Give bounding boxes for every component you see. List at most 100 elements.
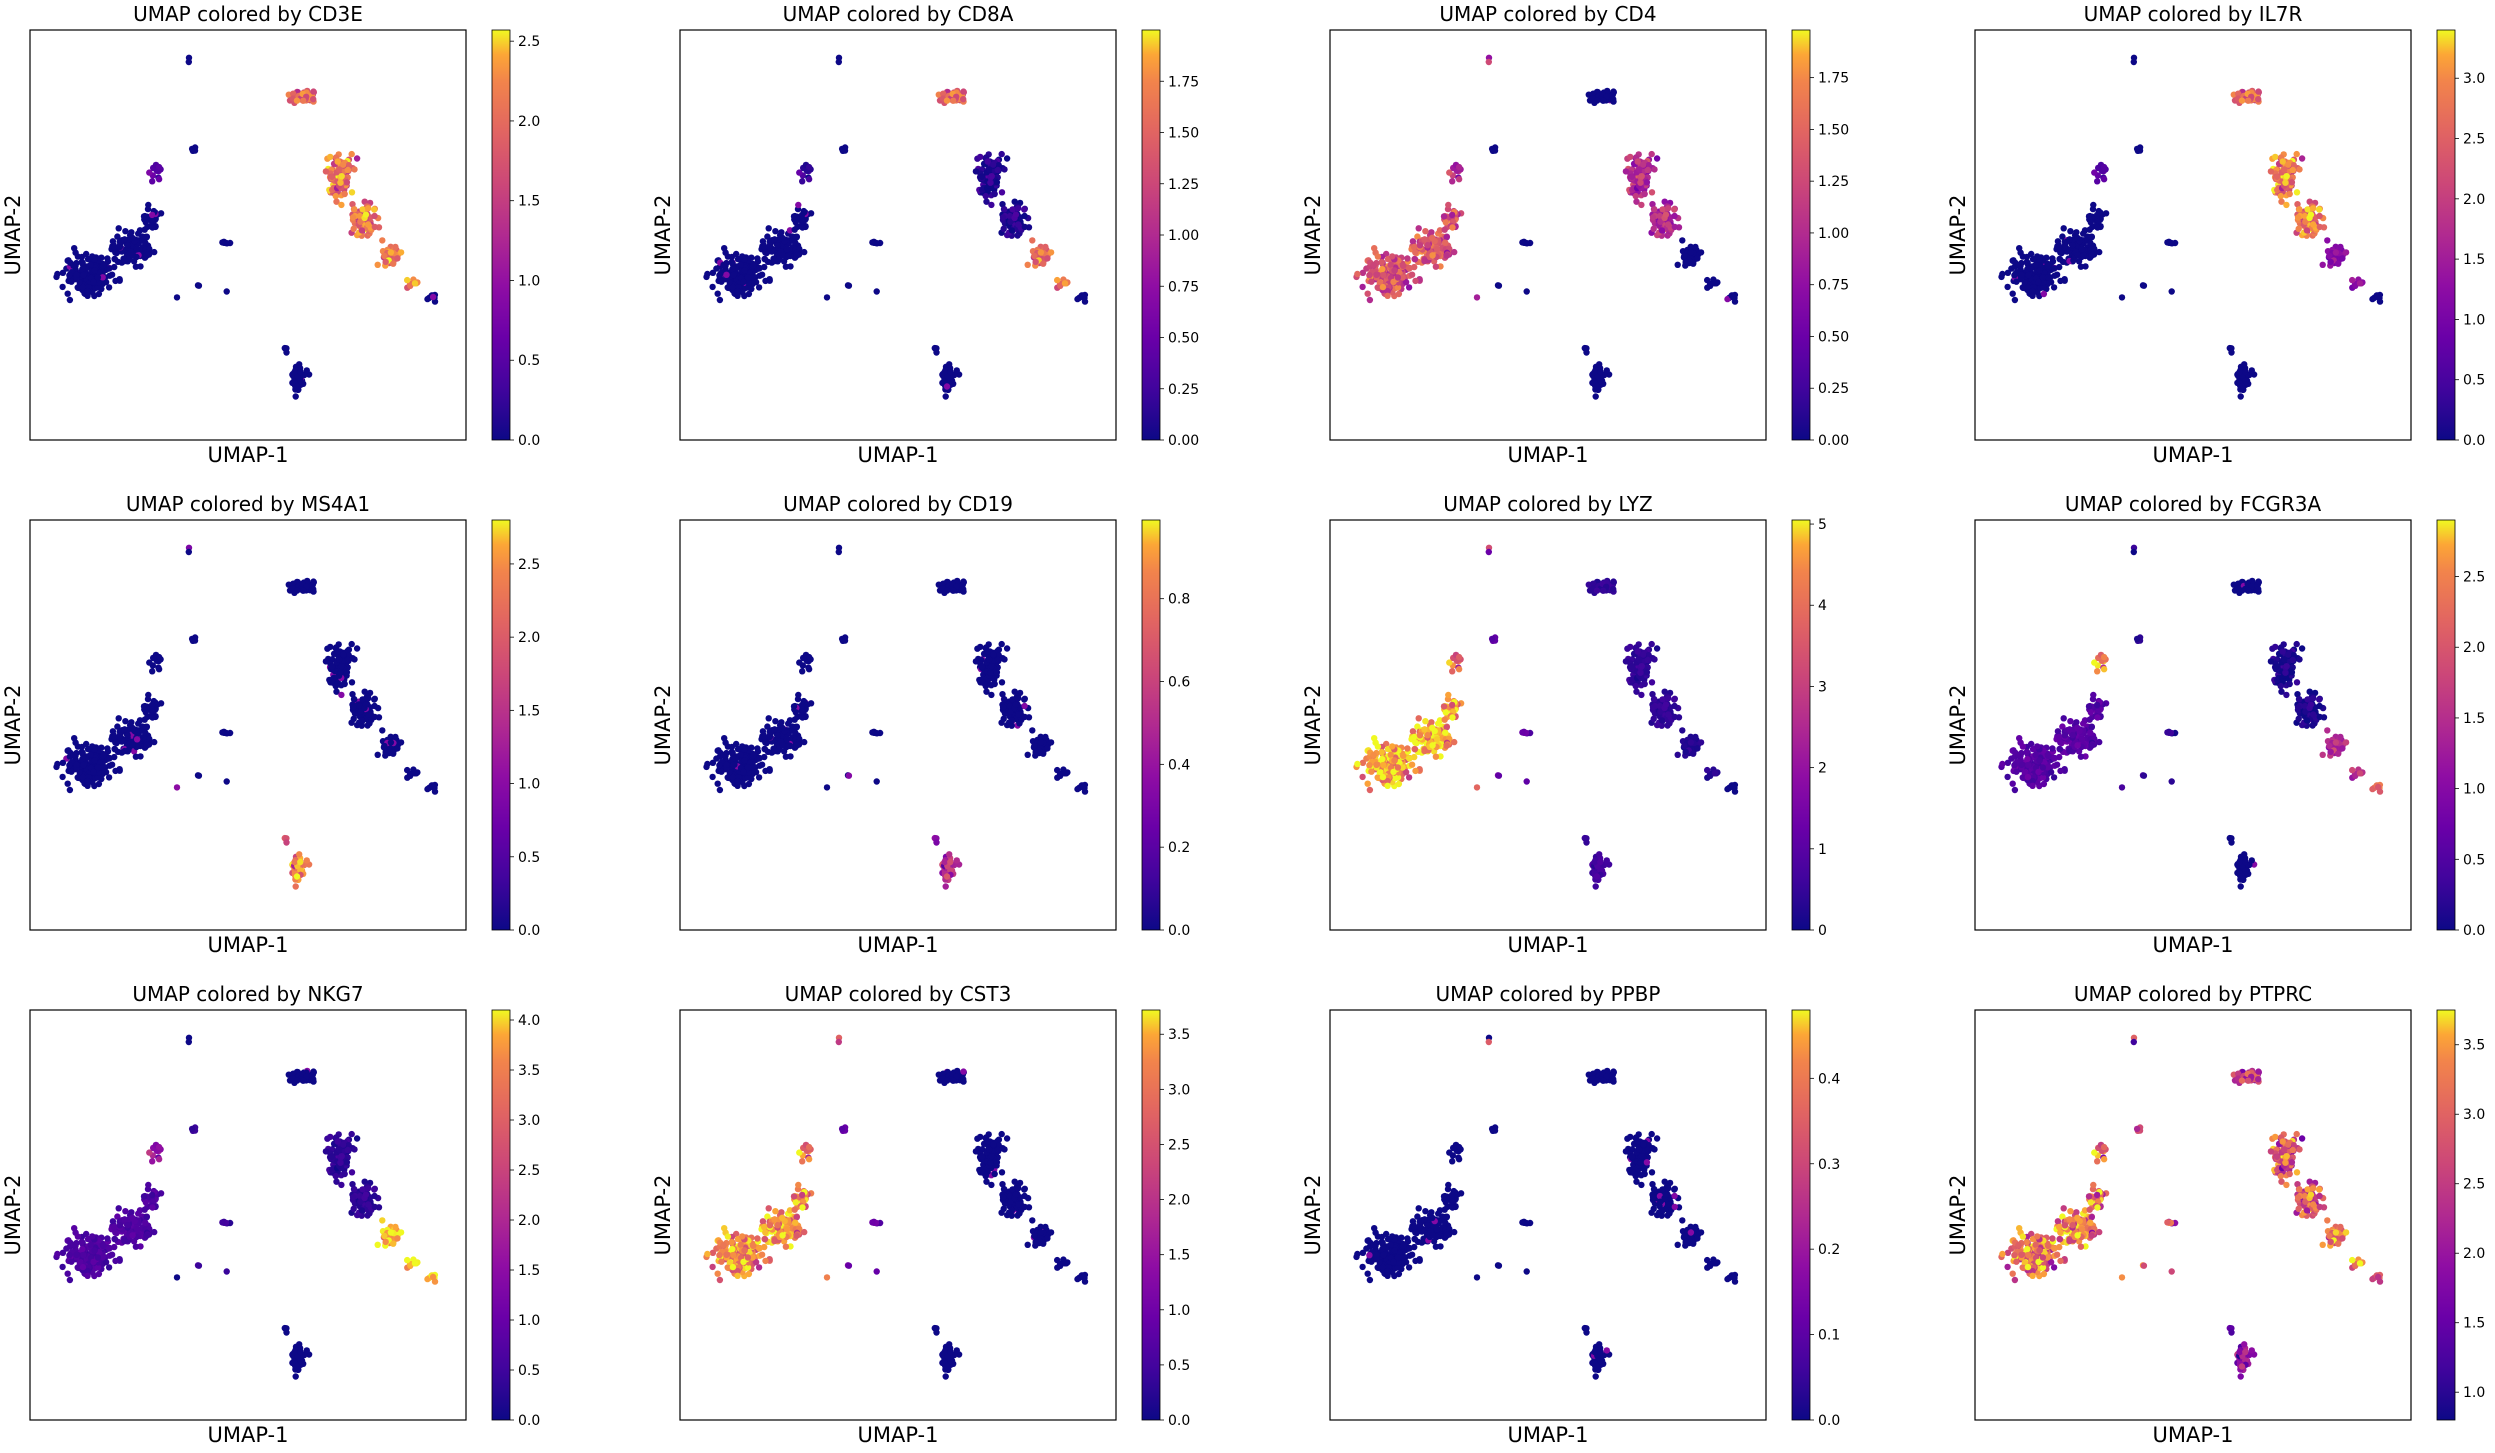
scatter-point [805,666,813,673]
scatter-point [1442,709,1450,716]
scatter-point [993,669,1001,676]
scatter-point [720,261,727,269]
scatter-point [143,724,150,731]
scatter-point [185,548,192,556]
scatter-point [1031,252,1038,260]
scatter-point [364,205,372,212]
scatter-point [1488,145,1496,153]
scatter-point [1704,766,1711,774]
scatter-point [1429,234,1436,241]
scatter-point [1422,718,1429,725]
scatter-point [361,198,368,205]
scatter-point [792,709,799,716]
scatter-point [1443,724,1450,731]
scatter-point [985,656,993,663]
scatter-point [68,768,75,775]
scatter-point [2078,246,2086,253]
scatter-point [790,703,798,710]
scatter-point [143,234,150,241]
colorbar-tick-label: 0.4 [1168,757,1190,773]
scatter-point [760,243,768,251]
scatter-point [1001,656,1008,663]
scatter-point [977,153,984,161]
scatter-point [1640,651,1647,658]
scatter-point [999,214,1007,221]
scatter-point [1440,213,1448,220]
axes-frame [1329,29,1767,441]
x-axis-label: UMAP-1 [208,933,289,957]
scatter-point [744,274,752,281]
scatter-point [1638,691,1645,699]
scatter-point [79,756,86,763]
scatter-point [1664,695,1672,702]
scatter-point [114,233,121,240]
scatter-point [1415,715,1422,722]
scatter-point [2088,252,2095,259]
scatter-point [1448,701,1456,709]
scatter-point [66,296,74,304]
scatter-point [1042,243,1049,251]
scatter-point [2279,158,2286,165]
scatter-point [1446,169,1453,176]
scatter-point [838,145,846,153]
x-axis-label: UMAP-1 [1508,443,1589,467]
scatter-point [1610,578,1617,585]
scatter-point [1394,764,1402,771]
scatter-point [344,166,351,174]
scatter-point [1671,702,1678,710]
scatter-point [1443,252,1450,259]
scatter-point [1366,272,1373,279]
scatter-point [362,211,370,218]
scatter-point [1416,242,1424,249]
scatter-point [73,271,80,278]
scatter-point [779,724,786,731]
scatter-point [424,295,431,303]
scatter-point [124,732,131,739]
scatter-point [1690,750,1697,757]
scatter-point [382,258,389,266]
scatter-point [1047,249,1055,256]
scatter-point [1008,717,1016,724]
scatter-point [74,253,82,260]
scatter-point [411,280,419,287]
scatter-point [1412,739,1419,746]
scatter-point [999,704,1007,711]
umap-panel-cd19: UMAP colored by CD19UMAP-1UMAP-20.00.20.… [651,492,1190,957]
scatter-point [845,282,853,289]
scatter-point [2015,261,2022,269]
scatter-point [343,179,351,186]
scatter-point [1662,701,1670,708]
scatter-point [761,746,769,753]
scatter-point [725,284,732,291]
scatter-point [1637,179,1644,186]
scatter-point [219,239,226,246]
scatter-point [2056,256,2064,263]
scatter-point [744,284,752,291]
scatter-point [1021,223,1028,231]
scatter-point [977,643,984,651]
scatter-point [1412,767,1419,775]
scatter-point [303,367,310,374]
scatter-point [1445,691,1452,699]
colorbar-tick-label: 1.5 [518,703,540,719]
scatter-point [371,212,378,220]
scatter-point [782,753,790,760]
scatter-point [2029,287,2036,295]
scatter-point [332,682,339,690]
scatter-point [2024,266,2031,273]
scatter-point [729,283,737,291]
scatter-point [953,367,960,374]
scatter-point [1650,225,1657,232]
scatter-point [791,716,798,723]
scatter-point [95,780,103,788]
scatter-point [1061,770,1069,777]
scatter-point [1648,150,1655,158]
scatter-point [1634,158,1641,165]
scatter-point [1031,742,1038,750]
scatter-point [297,858,304,866]
scatter-point [129,252,136,259]
scatter-point [148,701,156,709]
scatter-point [998,189,1006,196]
scatter-point [716,272,723,279]
scatter-point [2294,214,2302,221]
